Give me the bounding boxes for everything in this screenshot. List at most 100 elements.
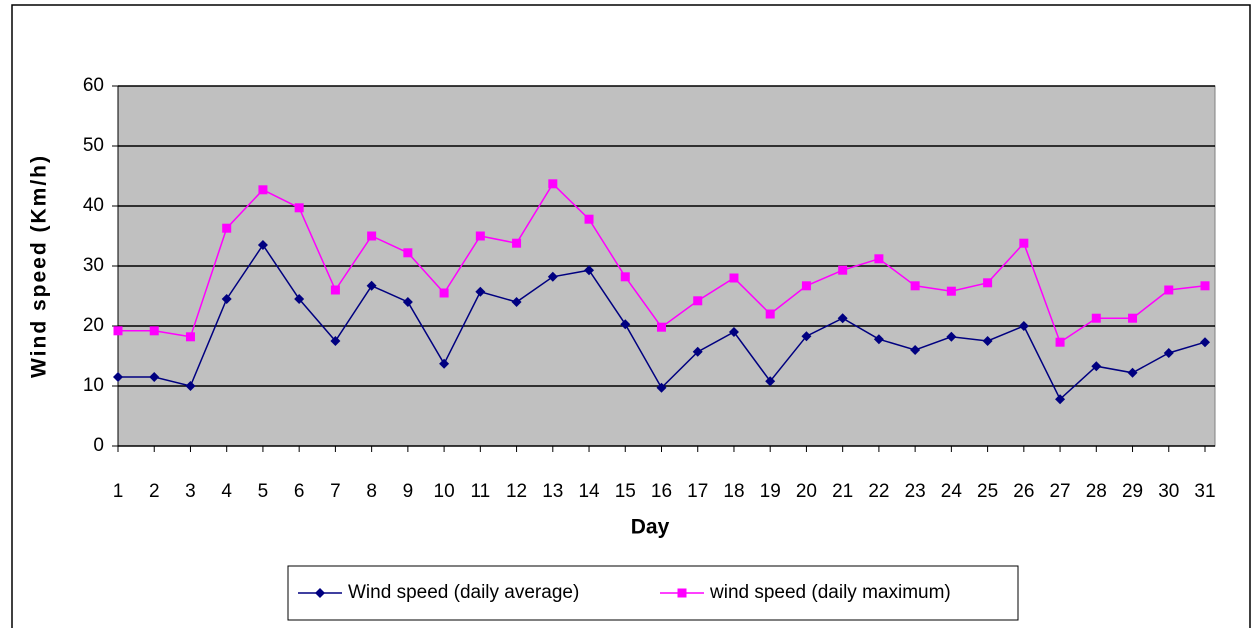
x-tick-label: 18	[723, 481, 744, 502]
marker	[584, 265, 595, 276]
y-tick-label: 10	[83, 375, 104, 396]
marker	[439, 358, 450, 369]
marker	[677, 588, 687, 598]
marker	[1200, 281, 1210, 291]
marker	[113, 326, 123, 336]
marker	[1163, 348, 1174, 358]
marker	[729, 273, 739, 283]
marker	[982, 336, 993, 346]
y-tick-label: 30	[83, 255, 104, 276]
x-tick-label: 31	[1194, 481, 1215, 502]
y-tick-label: 40	[83, 195, 104, 216]
x-axis-title: Day	[631, 516, 670, 539]
x-tick-label: 3	[185, 481, 196, 502]
x-tick-label: 30	[1158, 481, 1179, 502]
marker	[1091, 313, 1101, 323]
marker	[258, 185, 268, 195]
marker	[693, 296, 703, 306]
marker	[221, 294, 232, 304]
marker	[402, 297, 413, 307]
marker	[330, 285, 340, 295]
x-tick-label: 14	[578, 481, 600, 502]
marker	[511, 297, 522, 307]
x-tick-label: 17	[687, 481, 708, 502]
marker	[113, 372, 123, 382]
x-tick-label: 6	[294, 481, 305, 502]
marker	[512, 238, 522, 248]
y-tick-label: 20	[83, 315, 104, 336]
marker	[692, 346, 703, 357]
legend-label: wind speed (daily maximum)	[709, 582, 951, 603]
x-tick-label: 9	[403, 481, 414, 502]
marker	[1127, 367, 1138, 378]
marker	[185, 381, 196, 391]
x-tick-label: 28	[1086, 481, 1107, 502]
x-tick-label: 19	[760, 481, 781, 502]
marker	[765, 309, 775, 319]
marker	[657, 322, 666, 332]
marker	[475, 286, 486, 297]
marker	[475, 231, 485, 241]
x-tick-label: 10	[434, 481, 455, 502]
marker	[1055, 394, 1066, 405]
marker	[403, 248, 413, 258]
marker	[946, 331, 957, 342]
marker	[837, 313, 848, 324]
marker	[366, 280, 377, 291]
marker	[946, 286, 956, 296]
marker	[547, 271, 558, 282]
marker	[656, 382, 667, 393]
x-tick-label: 15	[615, 481, 636, 502]
x-tick-label: 2	[149, 481, 160, 502]
marker	[765, 376, 776, 387]
x-tick-label: 22	[868, 481, 889, 502]
marker	[222, 223, 232, 233]
x-tick-label: 27	[1049, 481, 1070, 502]
x-tick-label: 7	[330, 481, 341, 502]
x-tick-label: 13	[542, 481, 563, 502]
x-tick-label: 16	[651, 481, 672, 502]
marker	[1018, 321, 1029, 331]
x-tick-label: 8	[366, 481, 377, 502]
marker	[910, 281, 920, 291]
marker	[294, 294, 305, 304]
x-tick-label: 1	[113, 481, 124, 502]
y-tick-label: 60	[83, 75, 104, 96]
marker	[1164, 285, 1174, 295]
marker	[1055, 337, 1065, 347]
y-axis-title: Wind speed (Km/h)	[28, 154, 51, 378]
legend-label: Wind speed (daily average)	[348, 582, 579, 603]
x-tick-label: 20	[796, 481, 817, 502]
marker	[548, 179, 558, 189]
x-tick-label: 5	[258, 481, 269, 502]
marker	[620, 319, 631, 330]
marker	[874, 254, 884, 264]
x-tick-label: 26	[1013, 481, 1034, 502]
x-tick-label: 12	[506, 481, 527, 502]
y-tick-label: 50	[83, 135, 104, 156]
x-tick-label: 29	[1122, 481, 1143, 502]
marker	[801, 281, 811, 291]
marker	[873, 334, 884, 345]
x-tick-label: 25	[977, 481, 998, 502]
marker	[1019, 238, 1029, 248]
marker	[1128, 313, 1138, 323]
marker	[801, 331, 812, 342]
marker	[620, 272, 630, 282]
marker	[294, 203, 304, 213]
marker	[367, 231, 377, 241]
x-tick-label: 11	[470, 481, 490, 502]
x-tick-label: 21	[832, 481, 853, 502]
legend	[287, 565, 1019, 621]
marker	[728, 327, 739, 337]
x-tick-label: 4	[221, 481, 232, 502]
marker	[315, 588, 325, 598]
marker	[439, 288, 449, 298]
marker	[185, 332, 195, 342]
marker	[149, 372, 160, 382]
marker	[838, 265, 848, 275]
marker	[1200, 337, 1210, 348]
marker	[257, 240, 268, 250]
x-tick-label: 24	[941, 481, 963, 502]
